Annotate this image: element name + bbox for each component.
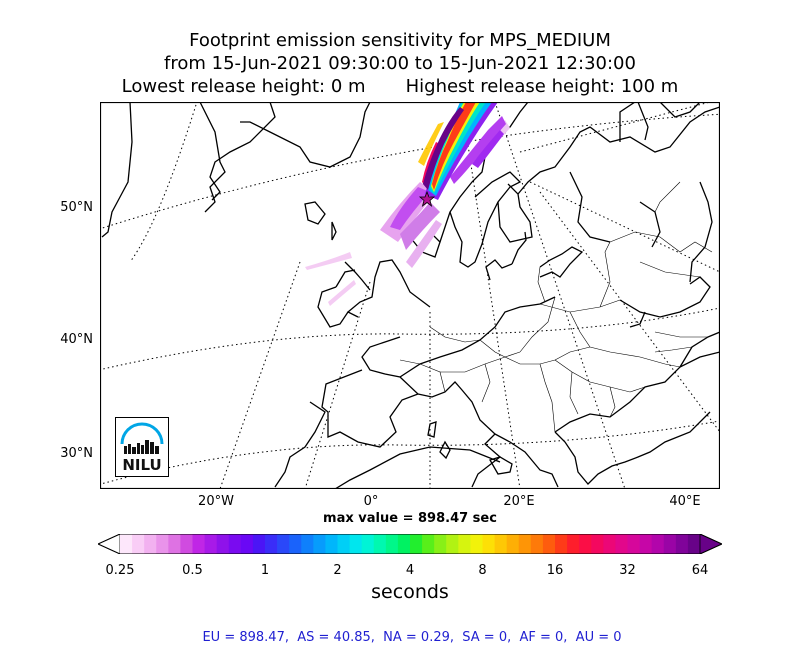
map-frame	[100, 102, 720, 489]
colorbar-segment	[337, 534, 350, 554]
nilu-logo-graphic	[120, 422, 164, 454]
colorbar-segment	[289, 534, 302, 554]
colorbar-segment	[446, 534, 459, 554]
nilu-logo: NILU	[115, 417, 169, 477]
highest-release-height: Highest release height: 100 m	[405, 76, 679, 97]
colorbar-segment	[458, 534, 471, 554]
footprint-map[interactable]	[100, 102, 720, 489]
colorbar-segment	[373, 534, 387, 554]
colorbar-segment	[494, 534, 508, 554]
colorbar-segment	[627, 534, 640, 554]
colorbar-segment	[639, 534, 653, 554]
colorbar-segment	[555, 534, 568, 554]
colorbar-tick-label: 8	[478, 563, 487, 578]
colorbar-segment	[216, 534, 230, 554]
colorbar-segment	[313, 534, 326, 554]
max-value-label: max value = 898.47 sec	[323, 511, 497, 526]
colorbar-segment	[422, 534, 435, 554]
colorbar-segment	[615, 534, 628, 554]
colorbar-segment	[168, 534, 181, 554]
colorbar-segment	[349, 534, 363, 554]
colorbar-segment	[228, 534, 242, 554]
colorbar-tick-label: 64	[691, 563, 709, 578]
colorbar-segment	[325, 534, 338, 554]
colorbar-segment	[132, 534, 145, 554]
plot-title-line2: from 15-Jun-2021 09:30:00 to 15-Jun-2021…	[164, 53, 636, 74]
colorbar-segment	[470, 534, 483, 554]
colorbar-segment	[530, 534, 544, 554]
colorbar-segment	[591, 534, 604, 554]
colorbar-segment	[385, 534, 399, 554]
colorbar-segment	[434, 534, 447, 554]
colorbar-segment	[687, 534, 701, 554]
lon-label-40e: 40°E	[669, 494, 701, 509]
colorbar-segment	[192, 534, 205, 554]
colorbar-tick-label: 0.25	[105, 563, 135, 578]
colorbar-segments	[98, 534, 722, 554]
colorbar-segment	[120, 534, 133, 554]
nilu-logo-text: NILU	[122, 456, 162, 474]
colorbar-tick-label: 1	[260, 563, 270, 578]
lon-label-0: 0°	[363, 494, 379, 509]
colorbar-segment	[144, 534, 157, 554]
colorbar-segment	[579, 534, 592, 554]
borders	[399, 181, 713, 433]
colorbar-segment	[397, 534, 411, 554]
colorbar-segment	[204, 534, 218, 554]
colorbar-segment	[265, 534, 278, 554]
plot-title-line3: Lowest release height: 0 m Highest relea…	[0, 76, 800, 98]
colorbar	[98, 534, 722, 554]
lat-label-40n: 40°N	[60, 332, 93, 347]
colorbar-segment	[675, 534, 689, 554]
colorbar-segment	[410, 534, 423, 554]
colorbar-tick-label: 16	[546, 563, 564, 578]
release-site-star	[418, 190, 436, 208]
colorbar-segment	[156, 534, 169, 554]
colorbar-segment	[301, 534, 314, 554]
coastlines	[101, 102, 720, 489]
colorbar-tick-label: 32	[619, 563, 636, 578]
lon-label-20e: 20°E	[503, 494, 535, 509]
lat-label-30n: 30°N	[60, 446, 93, 461]
colorbar-tick-label: 0.5	[182, 563, 203, 578]
colorbar-segment	[518, 534, 532, 554]
colorbar-tick-label: 2	[333, 563, 342, 578]
colorbar-segment	[506, 534, 520, 554]
colorbar-segment	[277, 534, 290, 554]
colorbar-units: seconds	[371, 581, 449, 603]
colorbar-segment	[603, 534, 616, 554]
colorbar-segment	[361, 534, 375, 554]
colorbar-segment	[180, 534, 193, 554]
graticule	[100, 102, 720, 489]
regional-stats: EU = 898.47, AS = 40.85, NA = 0.29, SA =…	[202, 630, 622, 645]
colorbar-extend-min	[98, 534, 121, 554]
colorbar-segment	[482, 534, 495, 554]
colorbar-segment	[663, 534, 677, 554]
colorbar-segment	[240, 534, 254, 554]
colorbar-extend-max	[699, 534, 722, 554]
lowest-release-height: Lowest release height: 0 m	[121, 76, 366, 97]
colorbar-segment	[651, 534, 665, 554]
lat-label-50n: 50°N	[60, 200, 93, 215]
plot-title-line1: Footprint emission sensitivity for MPS_M…	[189, 30, 611, 51]
colorbar-segment	[252, 534, 266, 554]
colorbar-tick-label: 4	[405, 563, 415, 578]
colorbar-segment	[542, 534, 556, 554]
lon-label-20w: 20°W	[198, 494, 234, 509]
colorbar-segment	[567, 534, 580, 554]
